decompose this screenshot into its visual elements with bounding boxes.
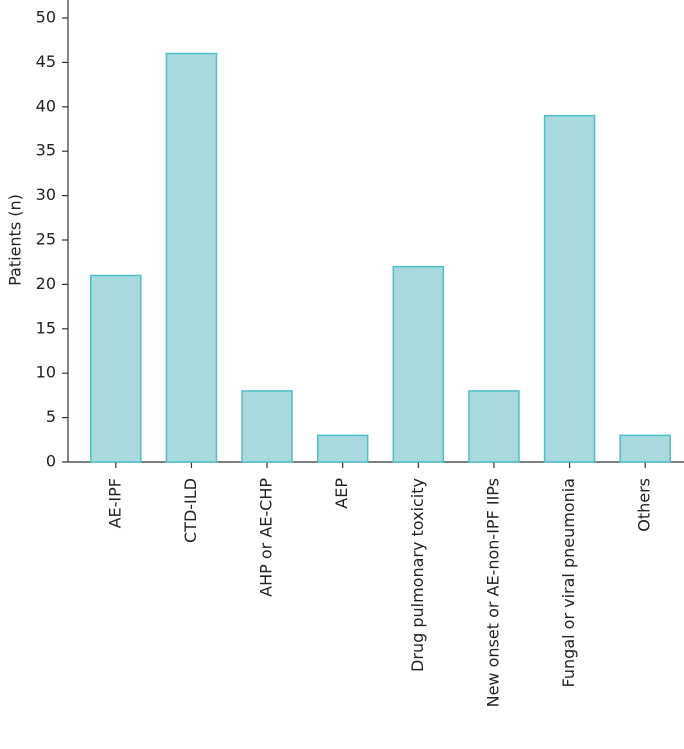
bar <box>619 434 671 463</box>
x-tick-label: AHP or AE-CHP <box>257 478 276 597</box>
bar <box>543 114 596 463</box>
y-tick-label: 0 <box>46 452 56 471</box>
bar <box>468 390 520 463</box>
y-tick-label: 25 <box>36 230 56 249</box>
y-tick-label: 30 <box>36 185 56 204</box>
bar <box>241 390 293 463</box>
x-tick-label: CTD-ILD <box>181 478 200 543</box>
x-tick-label: New onset or AE-non-IPF IIPs <box>483 478 502 707</box>
x-tick-label: Others <box>635 478 654 532</box>
x-tick-label: Fungal or viral pneumonia <box>559 478 578 687</box>
bar <box>316 434 369 463</box>
y-tick-label: 20 <box>36 274 56 293</box>
y-tick-label: 10 <box>36 363 56 382</box>
bar <box>90 274 142 463</box>
y-tick-label: 40 <box>36 96 56 115</box>
y-tick-label: 5 <box>46 407 56 426</box>
x-tick-label: AEP <box>332 478 351 509</box>
bar <box>165 52 218 463</box>
y-tick-label: 45 <box>36 52 56 71</box>
x-tick-label: AE-IPF <box>105 478 124 528</box>
bar <box>392 265 445 463</box>
y-tick-label: 15 <box>36 318 56 337</box>
x-tick-label: Drug pulmonary toxicity <box>408 478 427 672</box>
y-tick-label: 50 <box>36 8 56 27</box>
y-axis-title: Patients (n) <box>6 194 25 286</box>
y-tick-label: 35 <box>36 141 56 160</box>
